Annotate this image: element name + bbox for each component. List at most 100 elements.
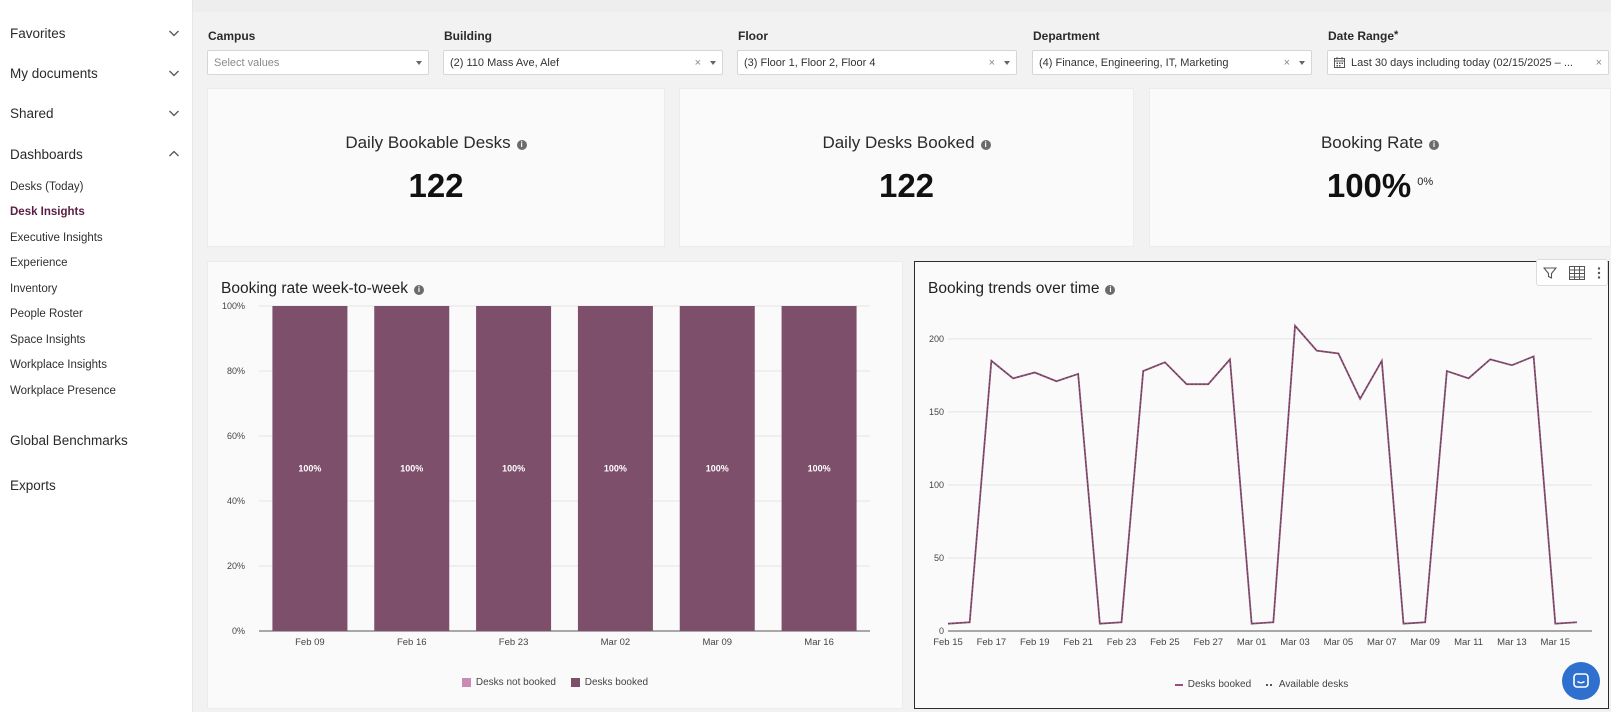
bar-data-label: 100%	[298, 464, 321, 474]
booking-trends-panel[interactable]: Booking trends over time i 0 50 100 150 200 Fe…	[914, 259, 1609, 709]
y-tick-label: 20%	[227, 561, 245, 571]
table-view-icon[interactable]	[1569, 265, 1585, 280]
y-tick-label: 0%	[232, 626, 245, 636]
kpi-card-desks-booked: Daily Desks Booked i 122	[679, 88, 1134, 247]
sidebar-section-dashboards[interactable]: Dashboards	[10, 143, 180, 165]
bar-desks-booked	[781, 306, 857, 631]
dropdown-arrow-icon	[1004, 60, 1010, 65]
x-tick-label: Feb 15	[933, 637, 963, 648]
select-placeholder: Select values	[214, 56, 280, 69]
kpi-title: Daily Bookable Desks i	[208, 133, 664, 153]
y-tick-label: 0	[939, 626, 944, 636]
sidebar-section-label: Favorites	[10, 25, 66, 41]
legend-item-desks-not-booked[interactable]: Desks not booked	[461, 677, 556, 688]
x-tick-label: Feb 16	[397, 637, 427, 648]
sidebar-item-experience[interactable]: Experience	[10, 257, 68, 269]
sidebar-section-exports[interactable]: Exports	[10, 474, 180, 496]
info-icon[interactable]: i	[516, 140, 527, 150]
y-tick-label: 100	[929, 480, 944, 490]
x-tick-label: Feb 23	[1107, 637, 1137, 648]
y-tick-label: 80%	[227, 366, 245, 376]
floor-select[interactable]: (3) Floor 1, Floor 2, Floor 4 ×	[737, 50, 1017, 75]
campus-select[interactable]: Select values	[207, 50, 429, 75]
y-tick-label: 60%	[227, 431, 245, 441]
chevron-down-icon	[169, 30, 179, 37]
select-value: (2) 110 Mass Ave, Alef	[450, 56, 560, 69]
x-tick-label: Mar 13	[1497, 637, 1527, 648]
legend-item-desks-booked[interactable]: Desks booked	[570, 677, 648, 688]
x-tick-label: Feb 09	[295, 637, 325, 648]
bar-desks-booked	[577, 306, 653, 631]
chart-title: Booking rate week-to-week i	[221, 280, 424, 298]
y-tick-label: 100%	[222, 301, 245, 311]
x-tick-label: Mar 01	[1237, 637, 1267, 648]
calendar-icon	[1334, 57, 1345, 68]
x-tick-label: Mar 09	[702, 637, 732, 648]
sidebar-item-inventory[interactable]: Inventory	[10, 283, 58, 295]
info-icon[interactable]: i	[413, 285, 424, 295]
weekly-booking-rate-panel: Booking rate week-to-week i 0% 20% 40% 60% 80…	[207, 261, 903, 709]
chart-legend: Desks not booked Desks booked	[208, 677, 902, 690]
x-tick-label: Feb 25	[1150, 637, 1180, 648]
bar-data-label: 100%	[706, 464, 729, 474]
select-value: (3) Floor 1, Floor 2, Floor 4	[744, 56, 876, 69]
sidebar-item-executive-insights[interactable]: Executive Insights	[10, 232, 103, 244]
filter-label-campus: Campus	[208, 29, 256, 43]
sidebar-item-desks-today[interactable]: Desks (Today)	[10, 181, 84, 193]
x-tick-label: Mar 07	[1367, 637, 1397, 648]
sidebar-section-label: Shared	[10, 105, 54, 121]
legend-item-available-desks[interactable]: Available desks	[1265, 679, 1348, 690]
sidebar-item-workplace-presence[interactable]: Workplace Presence	[10, 385, 116, 397]
clear-icon[interactable]: ×	[1595, 56, 1602, 69]
department-select[interactable]: (4) Finance, Engineering, IT, Marketing …	[1032, 50, 1312, 75]
chart-title: Booking trends over time i	[928, 280, 1116, 298]
x-tick-label: Mar 03	[1280, 637, 1310, 648]
bar-desks-booked	[374, 306, 450, 631]
sidebar-item-workplace-insights[interactable]: Workplace Insights	[10, 359, 107, 371]
chart-toolbar	[1536, 259, 1608, 286]
chart-legend: Desks booked Available desks	[915, 678, 1608, 690]
series-line-desks-booked	[947, 323, 1578, 625]
building-select[interactable]: (2) 110 Mass Ave, Alef ×	[443, 50, 723, 75]
sidebar: Favorites My documents Shared Dashboards…	[0, 0, 193, 712]
dropdown-arrow-icon	[1299, 60, 1305, 65]
filter-icon[interactable]	[1543, 266, 1557, 280]
info-icon[interactable]: i	[1429, 140, 1440, 150]
clear-icon[interactable]: ×	[1283, 56, 1290, 69]
series-line-available-desks	[947, 324, 1578, 625]
bar-data-label: 100%	[502, 464, 525, 474]
sidebar-section-shared[interactable]: Shared	[10, 102, 180, 124]
kpi-value: 100% 0%	[1326, 167, 1434, 204]
dropdown-arrow-icon	[416, 60, 422, 65]
clear-icon[interactable]: ×	[694, 56, 701, 69]
select-value: Last 30 days including today (02/15/2025…	[1351, 56, 1573, 69]
y-tick-label: 40%	[227, 496, 245, 506]
x-tick-label: Feb 23	[499, 637, 529, 648]
info-icon[interactable]: i	[1105, 285, 1116, 295]
dropdown-arrow-icon	[710, 60, 716, 65]
bar-data-label: 100%	[808, 464, 831, 474]
filter-label-department: Department	[1033, 29, 1100, 43]
sidebar-section-label: Exports	[10, 477, 56, 493]
legend-item-desks-booked[interactable]: Desks booked	[1174, 679, 1251, 690]
info-icon[interactable]: i	[980, 140, 991, 150]
clear-icon[interactable]: ×	[988, 56, 995, 69]
bar-data-label: 100%	[604, 464, 627, 474]
sidebar-item-people-roster[interactable]: People Roster	[10, 308, 83, 320]
sidebar-section-favorites[interactable]: Favorites	[10, 22, 180, 44]
y-tick-label: 50	[934, 553, 944, 563]
date-range-select[interactable]: Last 30 days including today (02/15/2025…	[1327, 50, 1609, 75]
sidebar-section-global-benchmarks[interactable]: Global Benchmarks	[10, 429, 180, 451]
sidebar-section-label: Global Benchmarks	[10, 432, 128, 448]
sidebar-section-my-documents[interactable]: My documents	[10, 62, 180, 84]
bar-desks-booked	[476, 306, 552, 631]
main-content: Campus Select values Building (2) 110 Ma…	[193, 0, 1611, 712]
x-tick-label: Mar 16	[804, 637, 834, 648]
kpi-value: 122	[408, 167, 464, 204]
more-options-icon[interactable]	[1597, 266, 1601, 280]
sidebar-item-desk-insights[interactable]: Desk Insights	[10, 206, 85, 218]
chat-button[interactable]	[1562, 662, 1600, 700]
bar-desks-booked	[272, 306, 348, 631]
sidebar-item-space-insights[interactable]: Space Insights	[10, 334, 86, 346]
top-band	[193, 0, 1611, 12]
